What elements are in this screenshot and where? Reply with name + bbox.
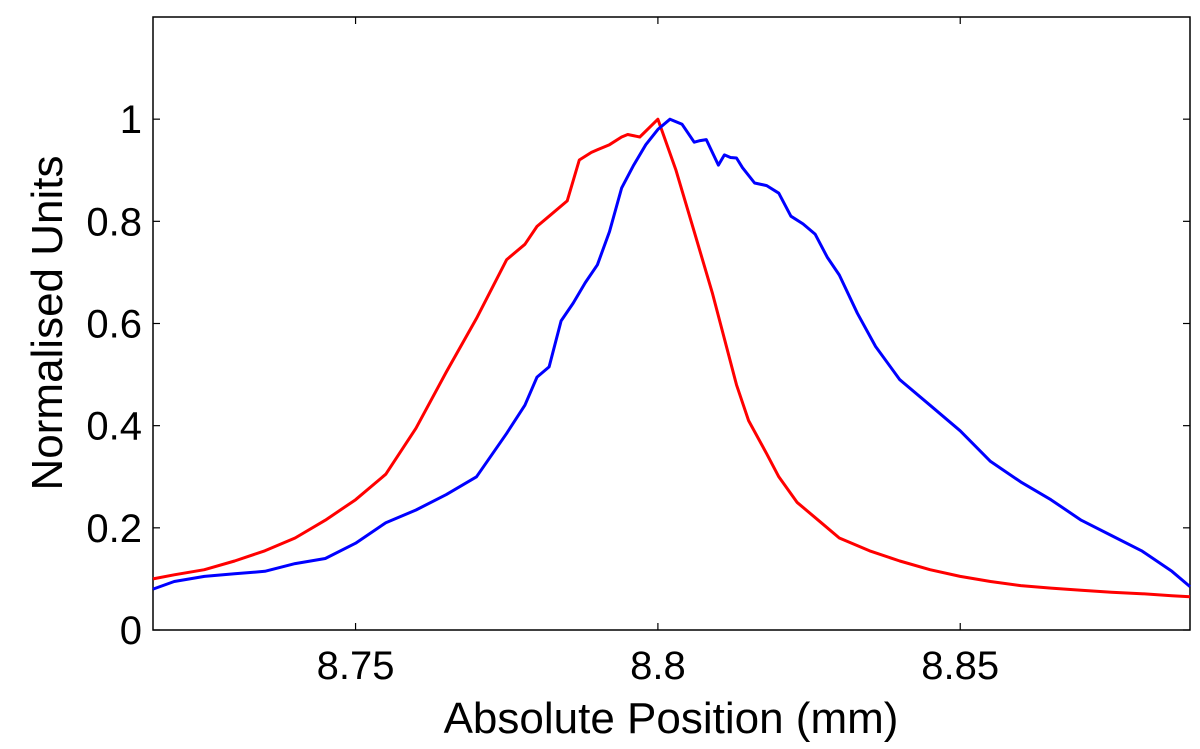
y-tick-label: 0.4: [86, 405, 142, 449]
y-axis-ticks: 0 0.2 0.4 0.6 0.8 1: [86, 98, 1190, 653]
x-axis-ticks: 8.75 8.8 8.85: [317, 17, 999, 688]
x-axis-title: Absolute Position (mm): [444, 694, 899, 743]
y-tick-label: 0.2: [86, 507, 142, 551]
x-tick-label: 8.75: [317, 644, 395, 688]
y-axis-title: Normalised Units: [23, 156, 72, 491]
series-line-red: [152, 117, 1191, 599]
y-tick-label: 0.6: [86, 303, 142, 347]
y-tick-label: 1: [120, 98, 142, 142]
x-tick-label: 8.85: [921, 644, 999, 688]
y-tick-label: 0.8: [86, 200, 142, 244]
series-layer: [152, 117, 1191, 599]
plot-frame: [152, 16, 1191, 631]
x-tick-label: 8.8: [630, 644, 686, 688]
y-tick-label: 0: [120, 609, 142, 653]
series-line-blue: [152, 117, 1191, 591]
